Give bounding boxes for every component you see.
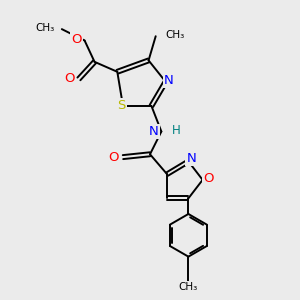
Text: O: O (71, 33, 82, 46)
Text: O: O (108, 151, 119, 164)
Text: N: N (164, 74, 173, 87)
Text: S: S (117, 99, 126, 112)
Text: O: O (203, 172, 214, 185)
Text: CH₃: CH₃ (179, 282, 198, 292)
Text: O: O (64, 72, 75, 86)
Text: CH₃: CH₃ (35, 23, 55, 33)
Text: H: H (172, 124, 181, 136)
Text: N: N (149, 125, 158, 138)
Text: CH₃: CH₃ (166, 30, 185, 40)
Text: N: N (186, 152, 196, 165)
